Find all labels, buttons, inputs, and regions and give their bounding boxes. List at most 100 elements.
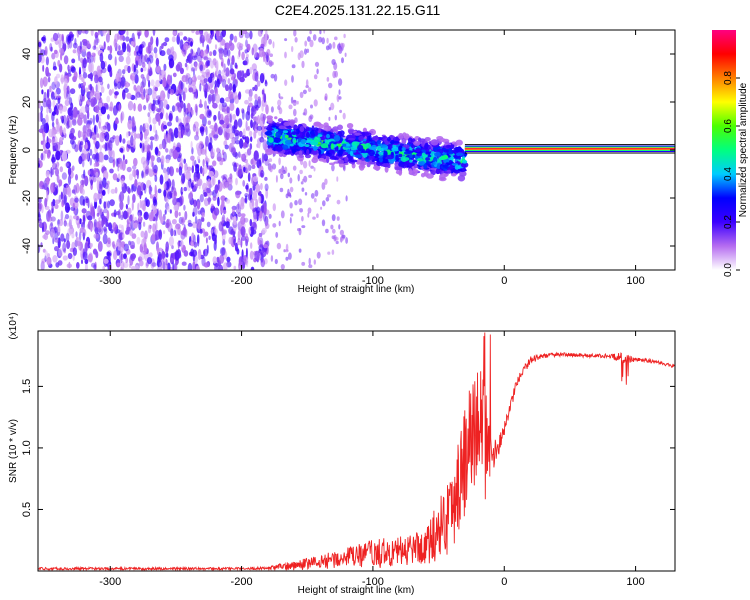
noise-blob xyxy=(233,35,238,43)
noise-blob xyxy=(128,45,131,54)
noise-blob xyxy=(238,130,243,138)
noise-blob xyxy=(67,64,70,71)
noise-blob xyxy=(161,250,165,260)
spectrogram-y-axis-label: Frequency (Hz) xyxy=(8,116,19,185)
snr-background xyxy=(38,331,675,571)
noise-blob xyxy=(152,161,154,173)
noise-blob xyxy=(199,99,202,107)
signal-blob xyxy=(373,165,381,170)
noise-blob xyxy=(167,121,172,127)
noise-blob xyxy=(140,74,145,79)
noise-blob xyxy=(254,72,259,82)
noise-blob xyxy=(155,220,158,231)
noise-blob xyxy=(271,163,277,170)
noise-blob xyxy=(143,242,147,253)
noise-blob xyxy=(69,119,73,128)
noise-blob xyxy=(212,49,217,57)
noise-blob xyxy=(40,49,46,57)
noise-blob xyxy=(239,198,245,209)
y-tick-label: 0.5 xyxy=(21,502,33,517)
noise-blob xyxy=(38,157,41,165)
signal-blob xyxy=(345,143,351,147)
noise-blob xyxy=(84,175,89,187)
noise-blob xyxy=(268,38,272,45)
noise-blob xyxy=(113,209,117,218)
noise-blob xyxy=(207,76,213,84)
noise-blob xyxy=(215,93,221,104)
signal-blob xyxy=(457,168,463,172)
noise-blob xyxy=(254,123,259,134)
noise-blob xyxy=(262,139,268,151)
noise-blob xyxy=(112,157,116,168)
noise-blob xyxy=(58,179,63,187)
noise-blob xyxy=(146,97,149,103)
noise-blob xyxy=(171,36,176,43)
signal-blob xyxy=(311,149,318,155)
noise-blob xyxy=(72,247,77,256)
noise-blob xyxy=(341,234,346,239)
noise-blob xyxy=(68,261,71,269)
noise-blob xyxy=(326,194,331,198)
noise-blob xyxy=(254,250,260,262)
noise-blob xyxy=(113,250,118,261)
noise-blob xyxy=(232,91,238,100)
noise-blob xyxy=(331,249,335,255)
noise-blob xyxy=(109,168,114,174)
signal-blob xyxy=(299,126,305,133)
noise-blob xyxy=(75,236,79,242)
noise-blob xyxy=(132,169,137,178)
noise-blob xyxy=(81,207,87,214)
noise-blob xyxy=(173,127,179,139)
signal-blob xyxy=(398,153,403,158)
noise-blob xyxy=(191,67,195,72)
noise-blob xyxy=(92,45,97,51)
noise-blob xyxy=(101,189,106,196)
noise-blob xyxy=(231,137,235,148)
noise-blob xyxy=(59,218,64,227)
noise-blob xyxy=(116,50,123,56)
noise-blob xyxy=(87,73,94,79)
noise-blob xyxy=(83,214,86,225)
noise-blob xyxy=(68,40,73,49)
noise-blob xyxy=(86,110,90,120)
noise-blob xyxy=(139,142,142,149)
noise-blob xyxy=(85,150,90,162)
noise-blob xyxy=(59,106,63,114)
noise-blob xyxy=(328,43,332,50)
signal-blob xyxy=(457,174,466,182)
noise-blob xyxy=(249,67,253,74)
noise-blob xyxy=(218,49,223,60)
noise-blob xyxy=(199,126,205,132)
noise-blob xyxy=(98,30,100,36)
noise-blob xyxy=(208,235,211,240)
signal-blob xyxy=(382,162,390,168)
noise-blob xyxy=(303,175,308,183)
noise-blob xyxy=(318,36,323,43)
signal-blob xyxy=(450,168,456,173)
noise-blob xyxy=(83,114,87,124)
noise-blob xyxy=(269,61,274,66)
noise-blob xyxy=(222,102,227,108)
noise-blob xyxy=(57,223,61,230)
noise-blob xyxy=(205,135,209,147)
noise-blob xyxy=(47,76,51,83)
noise-blob xyxy=(143,211,149,220)
noise-blob xyxy=(100,60,106,70)
noise-blob xyxy=(155,65,161,74)
noise-blob xyxy=(51,208,54,214)
noise-blob xyxy=(93,233,99,239)
signal-blob xyxy=(383,150,388,158)
noise-blob xyxy=(232,206,235,216)
noise-blob xyxy=(302,89,307,95)
noise-blob xyxy=(114,43,120,52)
noise-blob xyxy=(64,214,70,220)
noise-blob xyxy=(172,149,178,160)
signal-blob xyxy=(291,131,297,136)
colorbar-ticks: 0.0 0.2 0.4 0.6 0.8 xyxy=(723,71,740,277)
noise-blob xyxy=(284,51,287,59)
signal-blob xyxy=(438,138,446,142)
noise-blob xyxy=(325,228,329,234)
noise-blob xyxy=(38,128,44,133)
noise-blob xyxy=(45,142,51,149)
